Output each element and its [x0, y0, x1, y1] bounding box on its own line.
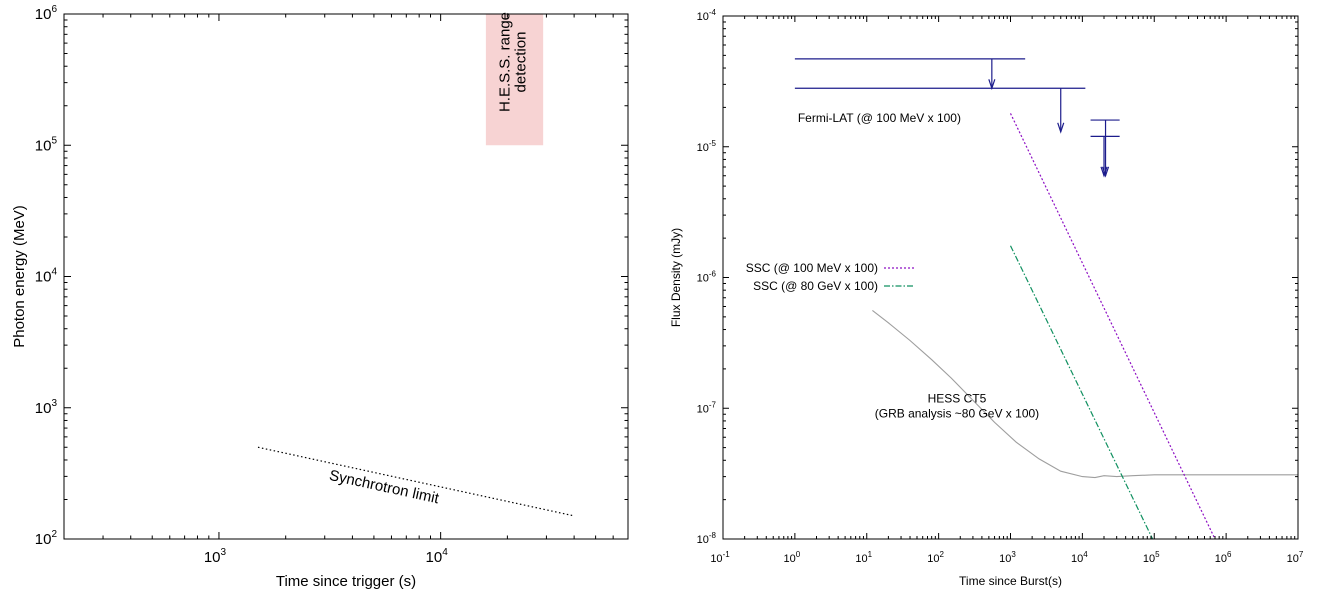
- left-x-tick-label: 104: [426, 547, 449, 566]
- right-x-tick-label: 100: [784, 550, 801, 565]
- hess-region-label: H.E.S.S. range detection: [497, 12, 530, 112]
- synchrotron-limit-line: [257, 446, 575, 517]
- right-x-tick-label: 102: [927, 550, 944, 565]
- right-y-axis-label: Flux Density (mJy): [669, 228, 683, 327]
- left-x-axis-label: Time since trigger (s): [276, 573, 416, 590]
- fermi-limit-arrow-head: [1057, 122, 1065, 134]
- right-chart-panel: HESS CT5 (GRB analysis ~80 GeV x 100) Fe…: [669, 8, 1304, 588]
- ssc-100mev-line: [1009, 113, 1216, 540]
- hess-detection-region: [485, 14, 544, 146]
- left-chart-panel: H.E.S.S. range detection Synchrotron lim…: [11, 4, 629, 590]
- right-y-tick-label: 10-8: [697, 531, 717, 546]
- hess-ct5-label-line2: (GRB analysis ~80 GeV x 100): [875, 406, 1039, 420]
- hess-ct5-label: HESS CT5 (GRB analysis ~80 GeV x 100): [875, 391, 1039, 420]
- legend-entry-ssc-100mev: SSC (@ 100 MeV x 100): [746, 261, 878, 275]
- right-x-tick-label: 105: [1143, 550, 1160, 565]
- fermi-lat-label: Fermi-LAT (@ 100 MeV x 100): [798, 111, 961, 125]
- left-y-tick-label: 104: [35, 267, 58, 286]
- hess-ct5-curve: [872, 309, 1298, 479]
- left-y-tick-label: 103: [35, 398, 58, 417]
- ssc-80gev-line: [1009, 245, 1154, 540]
- synchrotron-limit-label: Synchrotron limit: [328, 467, 442, 507]
- left-y-tick-label: 105: [35, 135, 58, 154]
- right-y-tick-label: 10-6: [697, 270, 717, 285]
- left-x-tick-label: 103: [204, 547, 227, 566]
- right-plot-frame: [722, 15, 1299, 540]
- right-x-tick-label: 104: [1071, 550, 1088, 565]
- right-y-tick-label: 10-4: [697, 8, 717, 23]
- right-x-tick-label: 103: [999, 550, 1016, 565]
- right-x-tick-label: 101: [855, 550, 872, 565]
- right-y-tick-label: 10-7: [697, 400, 717, 415]
- hess-region-label-line1: H.E.S.S. range: [497, 12, 514, 112]
- left-y-tick-label: 102: [35, 529, 58, 548]
- left-y-tick-label: 106: [35, 4, 58, 23]
- fermi-limit-arrow-head: [1100, 166, 1108, 178]
- left-plot-frame: [63, 13, 629, 540]
- right-x-tick-label: 106: [1215, 550, 1232, 565]
- right-y-tick-label: 10-5: [697, 139, 717, 154]
- right-x-tick-label: 107: [1287, 550, 1304, 565]
- legend-entry-ssc-80gev: SSC (@ 80 GeV x 100): [753, 279, 878, 293]
- hess-ct5-label-line1: HESS CT5: [928, 391, 987, 405]
- hess-region-label-line2: detection: [513, 32, 530, 93]
- right-x-axis-label: Time since Burst(s): [959, 574, 1062, 588]
- left-y-axis-label: Photon energy (MeV): [11, 205, 28, 348]
- right-x-tick-label: 10-1: [710, 550, 730, 565]
- legend: SSC (@ 100 MeV x 100) SSC (@ 80 GeV x 10…: [746, 261, 914, 293]
- fermi-upper-limits: [794, 58, 1120, 178]
